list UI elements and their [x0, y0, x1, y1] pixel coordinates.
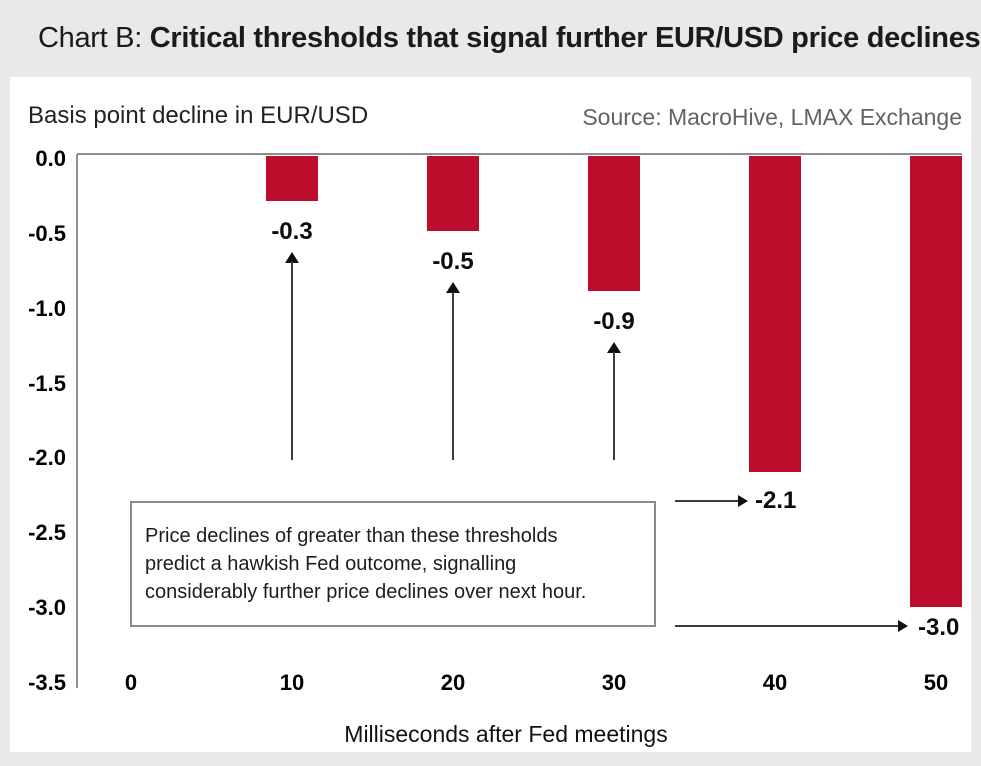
chart-title-main: Critical thresholds that signal further …: [149, 22, 981, 54]
chart-card: [10, 77, 971, 752]
up-arrow-head-20: [446, 282, 460, 293]
chart-title: Chart B: Critical thresholds that signal…: [38, 0, 981, 77]
x-tick-label: 30: [601, 670, 627, 695]
leader-arrow-head-50: [898, 620, 908, 632]
y-tick-label: -2.0: [28, 445, 66, 471]
y-tick-label: 0.0: [35, 146, 66, 171]
source-attribution: Source: MacroHive, LMAX Exchange: [582, 104, 962, 130]
bar-30: [588, 156, 640, 291]
bar-50: [910, 156, 962, 607]
y-tick-label: -3.5: [28, 670, 66, 696]
bar-20: [427, 156, 479, 231]
annotation-line: predict a hawkish Fed outcome, signallin…: [145, 553, 517, 575]
leader-arrow-line-40: [675, 500, 738, 502]
bar-value-label-40: -2.1: [755, 487, 797, 514]
y-axis-description: Basis point decline in EUR/USD: [28, 102, 369, 129]
zero-baseline: [77, 153, 962, 155]
bar-value-label-10: -0.3: [271, 218, 313, 245]
y-axis-line: [76, 154, 78, 688]
y-tick-label: -2.5: [28, 520, 66, 546]
up-arrow-head-10: [285, 252, 299, 263]
annotation-line: Price declines of greater than these thr…: [145, 525, 558, 547]
annotation-box: Price declines of greater than these thr…: [130, 501, 656, 627]
y-tick-label: -3.0: [28, 595, 66, 621]
y-tick-label: -0.5: [28, 220, 66, 246]
up-arrow-line-20: [452, 292, 454, 460]
annotation-line: considerably further price declines over…: [145, 581, 587, 603]
x-tick-label: 50: [923, 670, 949, 695]
up-arrow-line-30: [613, 352, 615, 460]
leader-arrow-head-40: [738, 495, 748, 507]
y-tick-label: -1.0: [28, 295, 66, 321]
up-arrow-head-30: [607, 342, 621, 353]
x-tick-label: 40: [762, 670, 788, 695]
up-arrow-line-10: [291, 262, 293, 460]
bar-value-label-50: -3.0: [918, 614, 960, 641]
bar-40: [749, 156, 801, 472]
x-axis-title: Milliseconds after Fed meetings: [344, 721, 668, 747]
bar-10: [266, 156, 318, 201]
chart-title-prefix: Chart B:: [38, 22, 150, 54]
x-tick-label: 20: [440, 670, 466, 695]
x-tick-label: 0: [124, 670, 138, 695]
leader-arrow-line-50: [675, 625, 898, 627]
bar-value-label-20: -0.5: [432, 248, 474, 275]
y-tick-label: -1.5: [28, 370, 66, 396]
x-tick-label: 10: [279, 670, 305, 695]
bar-value-label-30: -0.9: [593, 308, 635, 335]
